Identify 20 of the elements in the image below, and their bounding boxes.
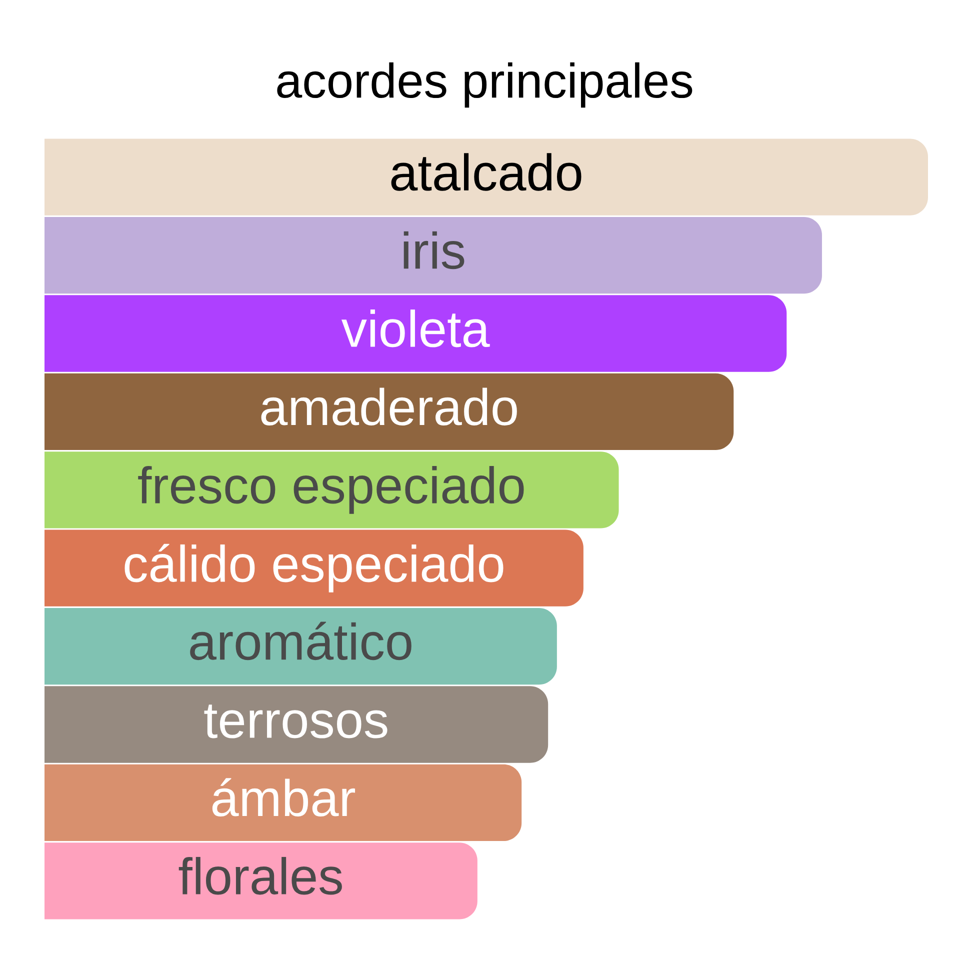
y-tick-label: aromático: [190, 622, 412, 660]
bar: [44, 373, 734, 450]
bar: [44, 138, 928, 216]
bar: [44, 842, 478, 920]
bar: [44, 608, 557, 685]
chart-title: acordes principales: [277, 62, 692, 108]
y-tick-label: terrosos: [204, 704, 388, 738]
y-tick-label: florales: [178, 856, 342, 895]
bar: [44, 216, 822, 294]
y-tick-label: atalcado: [391, 153, 582, 191]
bar: [44, 295, 787, 372]
bar: [44, 452, 619, 528]
y-tick-label: violeta: [341, 310, 490, 348]
y-tick-label: cálido especiado: [124, 544, 504, 592]
bar: [44, 686, 548, 763]
y-tick-label: iris: [404, 231, 464, 270]
y-tick-label: ámbar: [212, 778, 356, 816]
y-tick-label: fresco especiado: [138, 466, 524, 514]
bar: [44, 764, 522, 842]
y-tick-label: amaderado: [261, 388, 517, 426]
